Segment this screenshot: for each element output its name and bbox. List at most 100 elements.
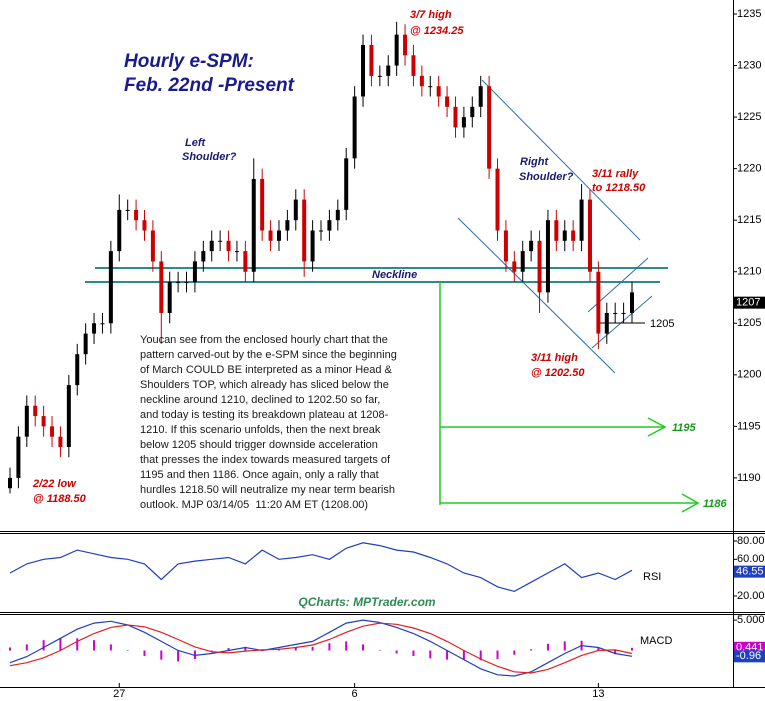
annotation: 3/11 high <box>531 352 578 364</box>
histogram-bar <box>126 650 129 651</box>
source: QCharts: MPTrader.com <box>298 595 435 609</box>
candle-body <box>33 405 38 417</box>
commentary-line: below 1205 should trigger downside accel… <box>140 439 378 451</box>
candle-body <box>386 65 391 76</box>
y-tick-label: 1205 <box>737 317 761 329</box>
histogram-bar <box>311 646 314 651</box>
y-tick-label: 1230 <box>737 59 761 71</box>
candle-body <box>41 416 46 427</box>
candle-body <box>159 261 164 313</box>
histogram-bar <box>227 648 230 651</box>
candle-body <box>184 282 189 284</box>
candle-body <box>142 220 147 231</box>
candle-body <box>445 96 450 107</box>
commentary-line: hurdles 1218.50 will neutralize my near … <box>140 484 395 496</box>
candle-body <box>251 178 256 272</box>
arrow-head <box>681 493 700 513</box>
x-tick-label: 13 <box>592 688 604 700</box>
candle-body <box>512 261 517 272</box>
readout-label: 1207 <box>736 297 760 309</box>
commentary-line: outlook. MJP 03/14/05 11:20 AM ET (1208.… <box>140 499 368 511</box>
commentary-line: 1195 and then 1186. Once again, only a r… <box>140 469 379 481</box>
histogram-bar <box>362 644 365 651</box>
histogram-bar <box>631 647 633 651</box>
candle-body <box>150 230 155 262</box>
candle-body <box>209 240 214 252</box>
candle-body <box>234 251 239 253</box>
annotation: @ 1202.50 <box>531 367 585 379</box>
histogram-bar <box>244 646 247 651</box>
candle-body <box>293 199 298 221</box>
annotation: @ 1234.25 <box>410 25 464 37</box>
annotation: Right <box>520 156 549 168</box>
histogram-bar <box>294 647 297 651</box>
candle-body <box>495 168 500 231</box>
candle-body <box>419 75 424 87</box>
commentary-line: neckline around 1210, declined to 1202.5… <box>140 394 380 406</box>
candle-body <box>260 178 265 231</box>
commentary-line: 1210. If this scenario unfolds, then the… <box>140 424 381 436</box>
histogram-bar <box>496 650 499 660</box>
y-tick-label: 1200 <box>737 369 761 381</box>
candle-body <box>436 86 441 97</box>
candle-body <box>520 251 525 272</box>
y-tick-label: 1225 <box>737 111 761 123</box>
x-tick-label: 27 <box>113 688 125 700</box>
histogram-bar <box>143 650 146 656</box>
readout-box <box>734 296 765 309</box>
histogram-bar <box>479 650 482 661</box>
candle-body <box>66 385 71 447</box>
candle-body <box>579 199 584 241</box>
histogram-bar <box>597 647 600 651</box>
candle-body <box>302 199 307 262</box>
histogram-bar <box>76 638 79 651</box>
candle-body <box>167 282 172 313</box>
candle-body <box>192 261 197 283</box>
readout-box <box>734 565 765 578</box>
histogram-bar <box>462 650 465 660</box>
candle-body <box>587 199 592 272</box>
candle-body <box>75 354 80 386</box>
channel-line <box>457 217 616 374</box>
candle-body <box>428 86 433 88</box>
histogram-bar <box>412 650 415 656</box>
readout-label: -0.96 <box>736 650 761 662</box>
candle-body <box>352 96 357 159</box>
candle-body <box>268 230 273 241</box>
candle-body <box>327 220 332 231</box>
histogram-bar <box>530 649 533 651</box>
commentary-line: Shoulders TOP, which already has sliced … <box>140 379 389 391</box>
candle-body <box>134 209 139 221</box>
y-tick-label: 1210 <box>737 266 761 278</box>
target-label: 1186 <box>703 498 728 510</box>
annotation: @ 1188.50 <box>33 493 87 505</box>
histogram-bar <box>446 650 449 660</box>
histogram-bar <box>109 644 112 651</box>
candle-body <box>58 436 63 447</box>
candle-body <box>117 209 122 252</box>
histogram-bar <box>395 650 398 654</box>
candle-body <box>613 312 618 314</box>
readout-label: 46.55 <box>736 566 764 578</box>
x-tick-label: 6 <box>352 688 358 700</box>
candle-body <box>604 312 609 334</box>
candle-body <box>125 209 130 211</box>
candle-body <box>369 44 374 76</box>
y-tick-label: 1235 <box>737 8 761 20</box>
candle-body <box>218 240 223 242</box>
candle-body <box>621 312 626 314</box>
histogram-bar <box>177 650 180 662</box>
panel-label: MACD <box>640 635 672 647</box>
target-label: 1195 <box>672 422 697 434</box>
drawings <box>85 79 700 513</box>
candle-body <box>537 240 542 293</box>
candle-body <box>453 106 458 128</box>
candle-body <box>403 34 408 56</box>
candle-body <box>243 251 248 272</box>
channel-line <box>481 79 641 241</box>
annotation: Shoulder? <box>182 151 237 163</box>
candle-body <box>50 426 55 437</box>
candle-body <box>83 333 88 355</box>
